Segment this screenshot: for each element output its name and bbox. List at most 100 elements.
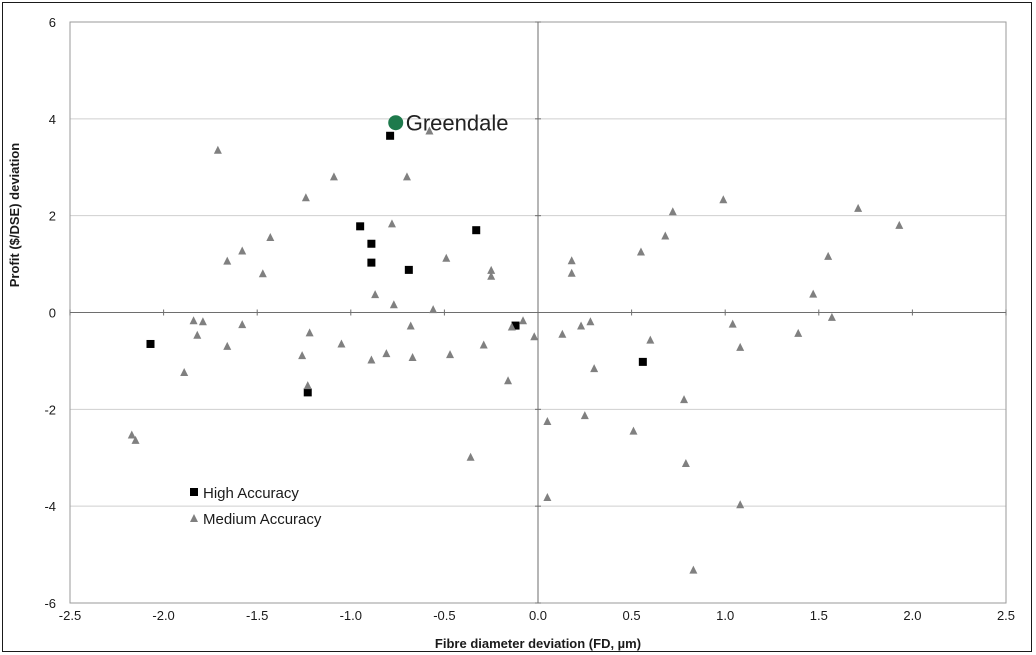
data-point-medium-accuracy (577, 321, 586, 330)
data-point-medium-accuracy (530, 332, 539, 341)
legend: High Accuracy Medium Accuracy (190, 485, 322, 528)
data-point-medium-accuracy (794, 328, 803, 337)
data-point-medium-accuracy (266, 232, 275, 241)
data-point-medium-accuracy (193, 330, 202, 339)
data-point-medium-accuracy (543, 492, 552, 501)
y-axis-label: Profit ($/DSE) deviation (7, 143, 22, 288)
data-point-medium-accuracy (646, 335, 655, 344)
legend-label-high-accuracy: High Accuracy (203, 485, 299, 502)
x-tick-label: 0.0 (529, 608, 547, 623)
data-point-medium-accuracy (429, 305, 438, 314)
x-tick-label: 1.0 (716, 608, 734, 623)
data-point-medium-accuracy (406, 321, 415, 330)
data-point-medium-accuracy (189, 316, 198, 325)
data-point-medium-accuracy (728, 319, 737, 328)
data-point-medium-accuracy (446, 350, 455, 359)
data-point-medium-accuracy (586, 317, 595, 326)
data-point-medium-accuracy (198, 317, 207, 326)
data-point-medium-accuracy (661, 231, 670, 240)
data-point-medium-accuracy (238, 320, 247, 329)
x-tick-label: -2.0 (152, 608, 174, 623)
y-tick-label: 2 (49, 209, 56, 224)
legend-label-medium-accuracy: Medium Accuracy (203, 511, 322, 528)
greendale-marker (388, 115, 404, 131)
x-tick-label: -1.0 (340, 608, 362, 623)
data-point-medium-accuracy (567, 256, 576, 265)
legend-marker-medium-accuracy (190, 514, 198, 522)
greendale-label: Greendale (406, 111, 509, 136)
data-point-medium-accuracy (487, 265, 496, 274)
data-point-medium-accuracy (223, 341, 232, 350)
x-tick-label: 2.5 (997, 608, 1015, 623)
data-point-medium-accuracy (389, 300, 398, 309)
axes (69, 21, 1007, 604)
data-point-medium-accuracy (736, 500, 745, 509)
data-point-medium-accuracy (301, 193, 310, 202)
y-tick-label: 4 (49, 112, 56, 127)
data-point-medium-accuracy (719, 195, 728, 204)
legend-marker-high-accuracy (190, 488, 198, 496)
data-point-medium-accuracy (895, 220, 904, 229)
data-point-medium-accuracy (238, 246, 247, 255)
data-point-medium-accuracy (303, 381, 312, 390)
data-point-medium-accuracy (680, 395, 689, 404)
data-point-medium-accuracy (736, 342, 745, 351)
data-point-medium-accuracy (127, 430, 136, 439)
y-tick-label: -2 (44, 402, 56, 417)
data-point-medium-accuracy (387, 219, 396, 228)
data-point-medium-accuracy (809, 289, 818, 298)
data-point-medium-accuracy (382, 349, 391, 358)
data-point-high-accuracy (638, 357, 647, 366)
y-tick-label: -6 (44, 596, 56, 611)
data-point-medium-accuracy (337, 339, 346, 348)
data-point-medium-accuracy (507, 322, 516, 331)
data-point-high-accuracy (146, 339, 155, 348)
data-point-high-accuracy (386, 131, 395, 140)
data-point-high-accuracy (472, 226, 481, 235)
data-point-medium-accuracy (668, 207, 677, 216)
data-point-medium-accuracy (329, 172, 338, 181)
data-point-medium-accuracy (298, 351, 307, 360)
tick-labels: -2.5 -2.0 -1.5 -1.0 -0.5 0.0 0.5 1.0 1.5 2.0 2.5 -6… (44, 15, 1015, 623)
data-point-medium-accuracy (131, 435, 140, 444)
data-point-medium-accuracy (479, 340, 488, 349)
y-tick-label: 6 (49, 15, 56, 30)
data-point-medium-accuracy (258, 269, 267, 278)
x-tick-label: -1.5 (246, 608, 268, 623)
data-point-medium-accuracy (580, 411, 589, 420)
data-point-medium-accuracy (425, 126, 434, 135)
data-point-medium-accuracy (689, 565, 698, 574)
x-tick-label: -2.5 (59, 608, 81, 623)
data-point-medium-accuracy (223, 256, 232, 265)
data-point-medium-accuracy (371, 290, 380, 299)
data-point-medium-accuracy (442, 253, 451, 262)
data-point-medium-accuracy (367, 355, 376, 364)
data-point-medium-accuracy (402, 172, 411, 181)
data-point-high-accuracy (404, 265, 413, 274)
data-point-medium-accuracy (854, 203, 863, 212)
y-tick-label: -4 (44, 499, 56, 514)
data-point-high-accuracy (303, 388, 312, 397)
x-axis-label: Fibre diameter deviation (FD, µm) (435, 636, 641, 651)
data-point-medium-accuracy (213, 145, 222, 154)
data-point-medium-accuracy (558, 329, 567, 338)
x-tick-label: 1.5 (810, 608, 828, 623)
data-point-medium-accuracy (629, 426, 638, 435)
data-point-medium-accuracy (827, 312, 836, 321)
data-point-high-accuracy (367, 258, 376, 267)
data-points (127, 126, 904, 574)
data-point-medium-accuracy (180, 368, 189, 377)
y-tick-label: 0 (49, 306, 56, 321)
data-point-medium-accuracy (590, 364, 599, 373)
data-point-medium-accuracy (408, 353, 417, 362)
x-tick-label: 2.0 (903, 608, 921, 623)
annotations: Greendale (388, 111, 508, 136)
data-point-medium-accuracy (681, 459, 690, 468)
data-point-medium-accuracy (504, 376, 513, 385)
data-point-high-accuracy (511, 321, 520, 330)
data-point-medium-accuracy (305, 328, 314, 337)
data-point-medium-accuracy (519, 316, 528, 325)
data-point-medium-accuracy (487, 271, 496, 280)
data-point-medium-accuracy (636, 247, 645, 256)
